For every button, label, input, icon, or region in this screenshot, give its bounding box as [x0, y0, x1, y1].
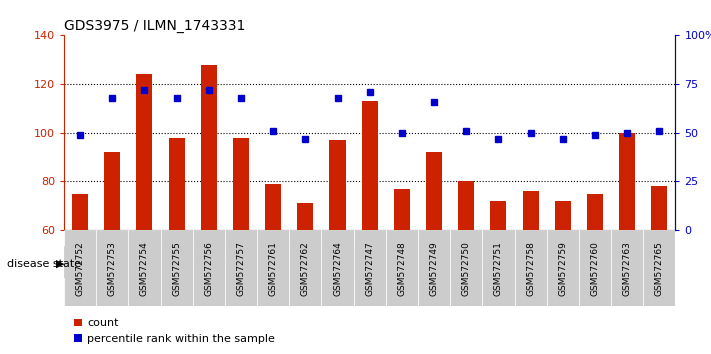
- Text: GSM572762: GSM572762: [301, 241, 310, 296]
- Bar: [579, 230, 611, 306]
- Bar: [329, 140, 346, 230]
- Bar: [64, 246, 353, 278]
- Bar: [297, 203, 314, 230]
- Text: GSM572748: GSM572748: [397, 241, 407, 296]
- Text: GDS3975 / ILMN_1743331: GDS3975 / ILMN_1743331: [64, 19, 245, 33]
- Bar: [105, 152, 120, 230]
- Text: GSM572764: GSM572764: [333, 241, 342, 296]
- Text: GSM572758: GSM572758: [526, 241, 535, 296]
- Text: GSM572760: GSM572760: [591, 241, 599, 296]
- Bar: [201, 64, 217, 230]
- Text: GSM572754: GSM572754: [140, 241, 149, 296]
- Bar: [547, 230, 579, 306]
- Text: GSM572756: GSM572756: [204, 241, 213, 296]
- Bar: [418, 230, 450, 306]
- Bar: [515, 230, 547, 306]
- Bar: [193, 230, 225, 306]
- Bar: [362, 101, 378, 230]
- Text: GSM572765: GSM572765: [655, 241, 664, 296]
- Bar: [587, 194, 603, 230]
- Bar: [555, 201, 571, 230]
- Bar: [72, 194, 88, 230]
- Bar: [491, 201, 506, 230]
- Bar: [426, 152, 442, 230]
- Text: GSM572759: GSM572759: [558, 241, 567, 296]
- Bar: [611, 230, 643, 306]
- Text: GSM572757: GSM572757: [237, 241, 245, 296]
- Text: control: control: [187, 256, 230, 268]
- Text: GSM572747: GSM572747: [365, 241, 374, 296]
- Text: GSM572755: GSM572755: [172, 241, 181, 296]
- Bar: [643, 230, 675, 306]
- Bar: [450, 230, 482, 306]
- Bar: [321, 230, 353, 306]
- Text: ▶: ▶: [56, 259, 65, 269]
- Bar: [225, 230, 257, 306]
- Bar: [394, 189, 410, 230]
- Bar: [353, 246, 675, 278]
- Text: GSM572749: GSM572749: [429, 241, 439, 296]
- Text: GSM572752: GSM572752: [75, 241, 85, 296]
- Text: GSM572761: GSM572761: [269, 241, 278, 296]
- Text: GSM572750: GSM572750: [461, 241, 471, 296]
- Bar: [482, 230, 515, 306]
- Bar: [265, 184, 282, 230]
- Bar: [651, 186, 668, 230]
- Bar: [523, 191, 539, 230]
- Legend: count, percentile rank within the sample: count, percentile rank within the sample: [70, 314, 279, 348]
- Bar: [289, 230, 321, 306]
- Text: GSM572751: GSM572751: [494, 241, 503, 296]
- Text: GSM572763: GSM572763: [623, 241, 631, 296]
- Bar: [233, 138, 249, 230]
- Text: GSM572753: GSM572753: [108, 241, 117, 296]
- Bar: [353, 230, 386, 306]
- Bar: [386, 230, 418, 306]
- Bar: [257, 230, 289, 306]
- Text: endometrioma: endometrioma: [469, 256, 560, 268]
- Bar: [458, 181, 474, 230]
- Bar: [169, 138, 185, 230]
- Bar: [137, 74, 152, 230]
- Bar: [161, 230, 193, 306]
- Bar: [619, 133, 635, 230]
- Text: disease state: disease state: [7, 259, 81, 269]
- Bar: [64, 230, 96, 306]
- Bar: [96, 230, 129, 306]
- Bar: [129, 230, 161, 306]
